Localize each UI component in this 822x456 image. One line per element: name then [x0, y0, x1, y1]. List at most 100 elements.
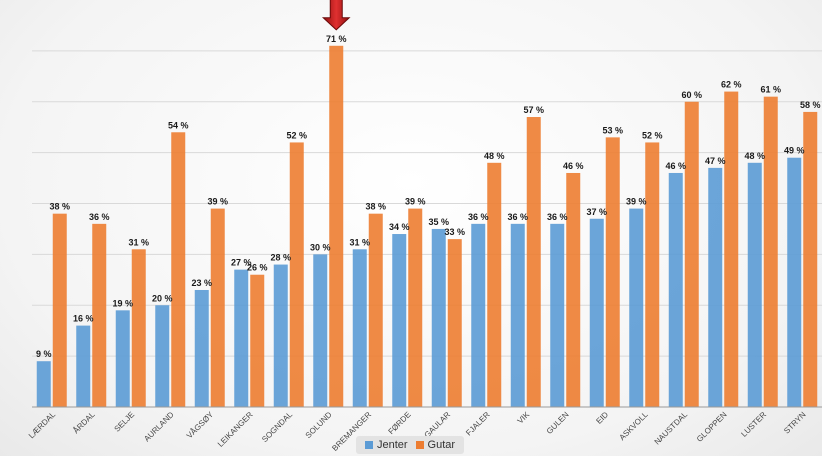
- bar-jenter: [155, 305, 170, 407]
- bar-jenter: [36, 361, 51, 407]
- value-label-gutar: 26 %: [247, 263, 268, 273]
- value-label-gutar: 52 %: [642, 130, 663, 140]
- bar-gutar: [250, 274, 265, 407]
- legend-item-jenter: Jenter: [364, 439, 408, 451]
- x-tick-label: STRYN: [782, 410, 808, 436]
- value-label-gutar: 36 %: [89, 212, 110, 222]
- bar-jenter: [431, 228, 446, 407]
- value-label-jenter: 36 %: [547, 212, 568, 222]
- bar-gutar: [763, 96, 778, 407]
- x-tick-label: SOLUND: [304, 410, 334, 440]
- value-label-jenter: 36 %: [507, 212, 528, 222]
- bar-jenter: [708, 167, 723, 407]
- bar-gutar: [408, 208, 423, 407]
- bar-jenter: [273, 264, 288, 407]
- x-tick-label: FJALER: [464, 410, 492, 438]
- bar-gutar: [526, 117, 541, 407]
- value-label-jenter: 16 %: [73, 314, 94, 324]
- x-tick-label: EID: [594, 410, 610, 426]
- value-label-jenter: 34 %: [389, 222, 410, 232]
- x-tick-label: SOGNDAL: [260, 410, 294, 444]
- x-tick-label: GULEN: [545, 410, 571, 436]
- red-down-arrow-shape: [321, 0, 351, 31]
- legend-swatch-jenter: [364, 441, 373, 449]
- bar-gutar: [487, 162, 502, 407]
- bar-gutar: [329, 45, 344, 407]
- bar-jenter: [668, 172, 683, 407]
- bar-jenter: [392, 234, 407, 407]
- value-label-gutar: 38 %: [365, 202, 386, 212]
- value-label-gutar: 39 %: [207, 197, 228, 207]
- value-label-jenter: 23 %: [191, 278, 212, 288]
- bar-gutar: [684, 101, 699, 407]
- value-label-jenter: 37 %: [586, 207, 607, 217]
- value-labels: 9 % 38 % 16 % 36 % 19 % 31 % 20 % 54 % 23 % 39 % 2…: [36, 34, 821, 359]
- bar-gutar: [566, 172, 581, 407]
- bar-gutar: [131, 249, 146, 407]
- bar-gutar: [447, 239, 462, 407]
- bar-jenter: [629, 208, 644, 407]
- value-label-jenter: 27 %: [231, 258, 252, 268]
- value-label-jenter: 20 %: [152, 293, 173, 303]
- bar-jenter: [589, 218, 604, 407]
- legend-item-gutar: Gutar: [415, 439, 456, 451]
- x-tick-label: AURLAND: [142, 410, 176, 444]
- value-label-gutar: 57 %: [523, 105, 544, 115]
- bar-gutar: [52, 213, 67, 407]
- value-label-gutar: 53 %: [602, 125, 623, 135]
- bars: [36, 45, 818, 408]
- bar-jenter: [747, 162, 762, 407]
- bar-gutar: [645, 142, 660, 407]
- value-label-gutar: 71 %: [326, 34, 347, 44]
- x-tick-label: GLOPPEN: [695, 410, 729, 444]
- value-label-gutar: 39 %: [405, 197, 426, 207]
- value-label-gutar: 38 %: [49, 202, 70, 212]
- value-label-gutar: 46 %: [563, 161, 584, 171]
- bar-jenter: [352, 249, 367, 407]
- bar-jenter: [313, 254, 328, 407]
- x-tick-label: VÅGSØY: [185, 410, 216, 441]
- bar-gutar: [210, 208, 225, 407]
- bar-jenter: [76, 325, 91, 407]
- bar-jenter: [194, 289, 209, 407]
- value-label-gutar: 58 %: [800, 100, 821, 110]
- value-label-jenter: 35 %: [428, 217, 449, 227]
- bar-gutar: [724, 91, 739, 407]
- value-label-jenter: 48 %: [744, 151, 765, 161]
- value-label-jenter: 31 %: [349, 237, 370, 247]
- bar-jenter: [115, 310, 130, 407]
- value-label-jenter: 9 %: [36, 349, 52, 359]
- legend-swatch-gutar: [415, 441, 424, 449]
- bar-jenter: [787, 157, 802, 407]
- x-tick-label: NAUSTDAL: [653, 410, 690, 447]
- bar-jenter: [510, 223, 525, 407]
- x-tick-label: VIK: [516, 410, 532, 426]
- value-label-jenter: 19 %: [112, 298, 133, 308]
- bar-jenter: [234, 269, 249, 407]
- x-tick-label: LEIKANGER: [216, 410, 255, 449]
- value-label-gutar: 33 %: [444, 227, 465, 237]
- legend-label-jenter: Jenter: [376, 439, 408, 451]
- value-label-gutar: 31 %: [128, 237, 149, 247]
- x-tick-label: ASKVOLL: [618, 410, 651, 443]
- value-label-jenter: 36 %: [468, 212, 489, 222]
- bar-gutar: [605, 137, 620, 408]
- legend: Jenter Gutar: [356, 436, 464, 454]
- value-label-jenter: 49 %: [784, 146, 805, 156]
- bar-jenter: [471, 223, 486, 407]
- bar-gutar: [289, 142, 304, 407]
- x-tick-label: ÅRDAL: [71, 410, 97, 436]
- highlight-arrow-icon: [321, 0, 351, 31]
- bar-jenter: [550, 223, 565, 407]
- value-label-gutar: 54 %: [168, 120, 189, 130]
- bar-gutar: [92, 223, 107, 407]
- x-tick-label: SELJE: [112, 410, 136, 434]
- x-tick-label: LUSTER: [739, 410, 768, 439]
- x-tick-label: FØRDE: [387, 410, 413, 436]
- x-tick-label: LÆRDAL: [27, 410, 58, 441]
- value-label-jenter: 46 %: [665, 161, 686, 171]
- gridlines: [32, 50, 822, 357]
- legend-label-gutar: Gutar: [427, 439, 456, 451]
- value-label-gutar: 48 %: [484, 151, 505, 161]
